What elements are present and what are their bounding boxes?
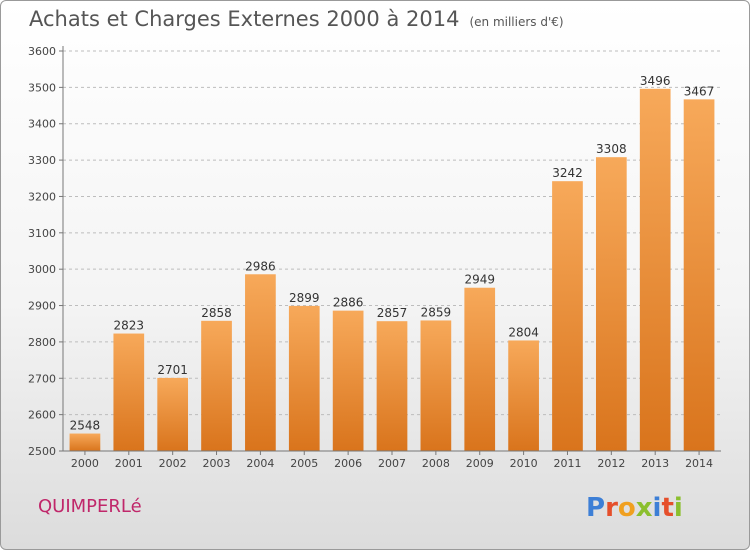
x-tick-label: 2003 xyxy=(203,457,231,470)
x-tick-label: 2011 xyxy=(553,457,581,470)
x-tick-label: 2007 xyxy=(378,457,406,470)
y-tick-label: 3100 xyxy=(28,227,56,240)
bar xyxy=(332,310,364,451)
x-tick-label: 2012 xyxy=(597,457,625,470)
y-tick-label: 3200 xyxy=(28,190,56,203)
x-tick-label: 2002 xyxy=(159,457,187,470)
bar-value-label: 2823 xyxy=(114,319,145,333)
x-tick-label: 2001 xyxy=(115,457,143,470)
x-tick-label: 2014 xyxy=(685,457,713,470)
x-tick-label: 2010 xyxy=(510,457,538,470)
bar-value-label: 3467 xyxy=(684,84,715,98)
x-tick-label: 2009 xyxy=(466,457,494,470)
bar xyxy=(639,88,671,452)
town-name: QUIMPERLé xyxy=(38,496,142,517)
bar xyxy=(508,340,539,451)
bar-value-label: 3496 xyxy=(640,74,671,88)
bar xyxy=(376,321,408,451)
y-tick-label: 3300 xyxy=(28,154,56,167)
x-tick-label: 2005 xyxy=(290,457,318,470)
x-tick-label: 2008 xyxy=(422,457,450,470)
bar xyxy=(288,305,320,451)
bar xyxy=(420,320,452,451)
x-tick-label: 2006 xyxy=(334,457,362,470)
bar xyxy=(683,99,715,451)
y-tick-label: 2500 xyxy=(28,445,56,458)
svg-text:Proxiti: Proxiti xyxy=(586,493,683,523)
y-tick-label: 3600 xyxy=(28,45,56,58)
proxiti-logo: Proxiti xyxy=(586,486,696,526)
y-tick-label: 2600 xyxy=(28,409,56,422)
x-tick-label: 2004 xyxy=(246,457,274,470)
bar-value-label: 2859 xyxy=(421,305,452,319)
y-tick-label: 2900 xyxy=(28,300,56,313)
title-unit: (en milliers d'€) xyxy=(469,15,564,29)
chart-title: Achats et Charges Externes 2000 à 2014 (e… xyxy=(29,7,564,31)
bar xyxy=(113,333,145,451)
bar-value-label: 2701 xyxy=(157,363,188,377)
y-tick-label: 2700 xyxy=(28,372,56,385)
bar-value-label: 3308 xyxy=(596,142,627,156)
bar xyxy=(552,181,583,451)
bar xyxy=(595,157,627,451)
x-tick-label: 2013 xyxy=(641,457,669,470)
bar xyxy=(201,320,232,451)
bar-value-label: 3242 xyxy=(552,166,583,180)
bar-value-label: 2986 xyxy=(245,259,276,273)
bar-value-label: 2886 xyxy=(333,296,364,310)
bar-value-label: 2858 xyxy=(201,306,232,320)
bar xyxy=(245,274,276,451)
bar xyxy=(69,433,101,451)
y-tick-label: 3500 xyxy=(28,81,56,94)
bar-value-label: 2949 xyxy=(464,273,495,287)
bar-value-label: 2857 xyxy=(377,306,408,320)
bar xyxy=(157,377,189,451)
bar-value-label: 2899 xyxy=(289,291,320,305)
bar xyxy=(464,287,496,451)
bar-value-label: 2804 xyxy=(508,325,539,339)
title-text: Achats et Charges Externes 2000 à 2014 xyxy=(29,7,460,31)
x-tick-label: 2000 xyxy=(71,457,99,470)
y-tick-label: 3000 xyxy=(28,263,56,276)
y-tick-label: 3400 xyxy=(28,118,56,131)
y-tick-label: 2800 xyxy=(28,336,56,349)
bar-value-label: 2548 xyxy=(70,419,101,433)
